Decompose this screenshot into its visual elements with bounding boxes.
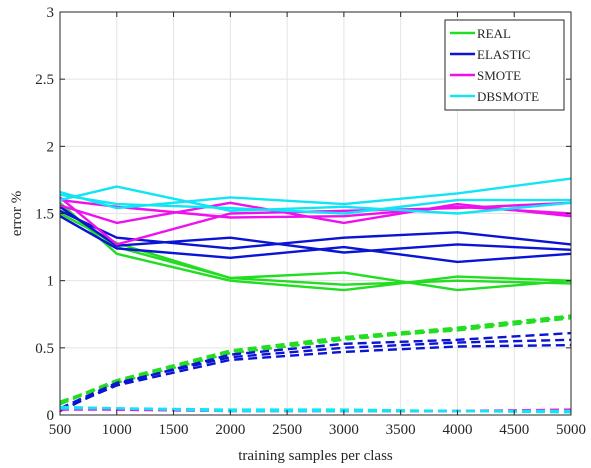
series-line-elastic-dashed xyxy=(59,338,572,410)
series-line-dbsmote xyxy=(59,177,572,210)
x-tick-label: 3500 xyxy=(386,422,416,438)
x-tick-label: 4000 xyxy=(442,422,472,438)
x-tick-label: 2000 xyxy=(215,422,245,438)
x-tick-label: 500 xyxy=(49,422,72,438)
legend-label-elastic: ELASTIC xyxy=(477,47,530,62)
legend-label-real: REAL xyxy=(477,26,511,41)
series-line-smote xyxy=(59,196,572,246)
x-tick-label: 2500 xyxy=(272,422,302,438)
series-line-elastic-dashed xyxy=(59,343,572,411)
y-axis-ticks: 0 0.5 1 1.5 2 2.5 3 xyxy=(35,5,571,424)
series-line-real xyxy=(59,201,572,292)
series-line-real-dashed xyxy=(59,317,572,406)
series-line-dbsmote xyxy=(59,185,572,215)
y-tick-label: 2.5 xyxy=(35,72,54,88)
x-tick-label: 1500 xyxy=(159,422,189,438)
y-tick-label: 1 xyxy=(47,274,55,290)
x-axis-label: training samples per class xyxy=(238,448,393,464)
y-axis-label: error % xyxy=(9,191,25,236)
series-line-dbsmote xyxy=(59,193,571,215)
legend-label-dbsmote: DBSMOTE xyxy=(477,89,539,104)
legend: REAL ELASTIC SMOTE DBSMOTE xyxy=(444,19,565,111)
x-tick-label: 1000 xyxy=(102,422,132,438)
x-tick-label: 3000 xyxy=(329,422,359,438)
y-tick-label: 2 xyxy=(47,139,55,155)
y-tick-label: 1.5 xyxy=(35,207,54,223)
y-tick-label: 0 xyxy=(47,408,55,424)
x-tick-label: 5000 xyxy=(556,422,586,438)
series-line-elastic xyxy=(59,215,572,264)
y-tick-label: 0.5 xyxy=(35,341,54,357)
series-line-elastic-dashed xyxy=(59,331,572,413)
x-tick-label: 4500 xyxy=(499,422,529,438)
series-line-real-dashed xyxy=(59,315,572,403)
series-line-elastic xyxy=(59,209,572,250)
y-tick-label: 3 xyxy=(47,5,55,21)
x-axis-ticks: 500 1000 1500 2000 2500 3000 3500 4000 4500 5000 xyxy=(49,12,586,438)
series-line-elastic xyxy=(59,205,572,254)
legend-label-smote: SMOTE xyxy=(477,68,521,83)
series-line-real-dashed xyxy=(59,314,572,405)
